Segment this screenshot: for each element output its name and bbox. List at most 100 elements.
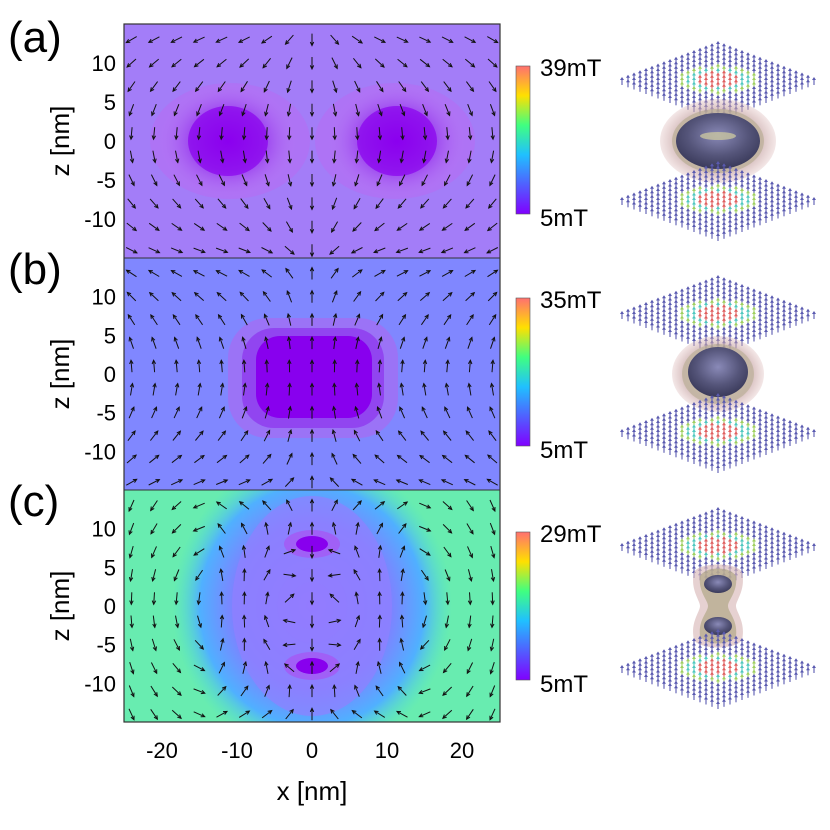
spin-arrow-head [632,201,636,205]
field-arrow-head [399,637,404,643]
spin-arrow-head [764,81,768,85]
spin-arrow-head [722,203,726,207]
spin-arrow-head [698,635,702,639]
field-arrow [489,708,496,720]
render-3d-a [620,41,816,241]
spin-arrow-head [770,662,774,666]
spin-arrow-head [680,429,684,432]
spin-arrow-head [764,72,768,76]
field-arrow [487,58,498,68]
spin-arrow-head [686,431,690,435]
spin-arrow-head [704,415,708,419]
field-arrow-head [264,614,269,620]
spin-arrow-head [644,656,648,659]
field-arrow-head [264,135,269,141]
field-arrow [264,685,270,697]
spin-arrow-head [650,662,654,666]
spin-arrow-head [704,311,708,314]
spin-arrow-head [668,534,672,537]
spin-arrow-head [722,635,726,639]
spin-arrow-head [752,81,756,85]
spin-arrow-head [722,65,726,69]
spin-arrow-head [710,199,714,203]
spin-arrow-head [674,522,678,526]
field-arrow [351,269,363,278]
field-arrow-head [332,382,337,388]
field-arrow [355,661,359,674]
field-arrow [354,80,361,93]
spin-arrow-head [686,97,690,101]
field-arrow-head [153,669,158,675]
field-arrow [491,360,494,373]
spin-arrow-head [674,676,678,680]
spin-arrow-head [728,429,732,432]
field-arrow-head [373,710,379,715]
spin-arrow-head [704,90,708,94]
spin-arrow-head [740,687,744,691]
spin-arrow-head [680,215,684,218]
spin-arrow-head [734,408,738,412]
field-arrow [377,661,382,674]
field-arrow [129,662,134,674]
field-arrow-head [286,312,291,319]
field-arrow-head [264,336,269,342]
spin-arrow-head [770,653,774,657]
spin-arrow-head [698,680,702,684]
spin-arrow-head [638,540,642,544]
field-arrow [265,337,269,350]
spin-arrow-head [674,70,678,74]
field-arrow-head [422,382,427,388]
spin-arrow-head [764,656,768,659]
spin-arrow-head [770,431,774,435]
spin-arrow-head [728,420,732,423]
y-axis-title-a: z [nm] [45,106,75,177]
field-arrow-head [176,430,182,436]
spin-arrow-head [668,420,672,423]
field-arrow [130,615,133,628]
spin-arrow-head [704,320,708,323]
spin-arrow-head [692,447,696,450]
spin-arrow-head [710,221,714,225]
spin-arrow-head [722,47,726,51]
field-arrow [195,81,204,92]
field-arrow [126,478,137,486]
spin-arrow-head [794,190,798,194]
spin-arrow-head [680,420,684,423]
field-arrow [196,104,202,116]
spin-arrow-head [734,317,738,321]
spin-arrow-head [716,183,720,187]
spin-arrow-head [704,683,708,686]
field-arrow [198,127,201,140]
spin-arrow-head [698,558,702,562]
field-arrow [442,292,453,302]
field-arrow-head [217,87,223,93]
spin-arrow-head [788,197,792,200]
spin-arrow-head [692,297,696,301]
field-arrow [330,477,340,487]
spin-arrow-head [620,197,624,200]
spin-arrow-head [788,552,792,555]
field-arrow-head [336,618,342,623]
field-arrow-head [469,87,475,93]
y-tick-label: -10 [84,671,116,696]
field-arrow-head [378,111,383,117]
spin-arrow-head [770,536,774,540]
spin-arrow-head [698,426,702,430]
spin-arrow-head [716,633,720,637]
spin-arrow-head [716,516,720,519]
spin-arrow-head [710,326,714,330]
field-arrow [353,197,361,209]
field-arrow [423,360,426,373]
field-arrow [287,313,292,326]
field-arrow-head [309,41,315,47]
field-arrow [238,247,251,253]
spin-arrow-head [644,192,648,196]
spin-arrow-head [644,538,648,542]
spin-arrow-head [710,540,714,544]
spin-arrow-head [782,440,786,444]
field-arrow [240,685,249,697]
field-arrow-head [353,429,358,435]
spin-arrow-head [698,658,702,662]
spin-arrow-head [674,203,678,207]
spin-arrow-head [740,77,744,80]
